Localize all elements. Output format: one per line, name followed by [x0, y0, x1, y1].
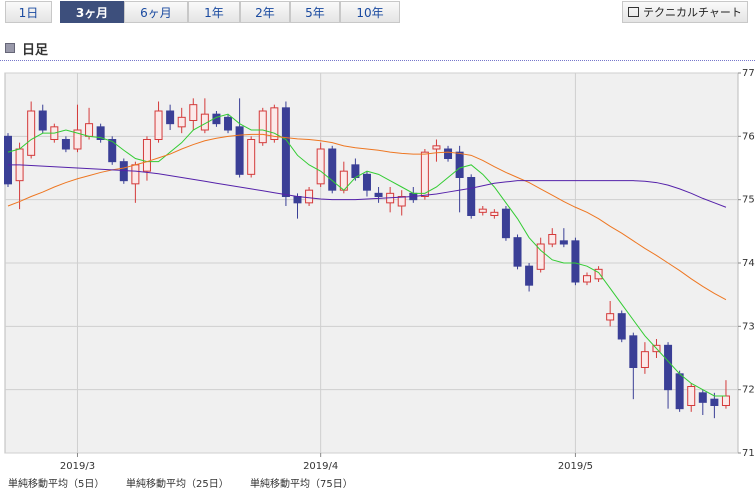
y-tick-label: 77 [742, 68, 755, 79]
candle-body [571, 240, 580, 283]
candle-body [664, 344, 673, 391]
candle-body [687, 386, 696, 406]
candle-body [96, 126, 105, 141]
candle-body [61, 139, 70, 150]
y-tick-label: 73 [742, 321, 755, 332]
candle-body [536, 243, 545, 270]
candle-body [478, 208, 487, 213]
candle-body [281, 107, 290, 197]
moving-average-line [8, 164, 727, 208]
candle-body [606, 313, 615, 321]
range-tab[interactable]: 10年 [340, 1, 400, 23]
button-label: テクニカルチャート [643, 6, 742, 19]
candle-body [675, 373, 684, 410]
candle-body [177, 116, 186, 128]
candle-body [444, 148, 453, 159]
candle-body [548, 234, 557, 245]
candle-body [247, 139, 256, 175]
range-tab[interactable]: 1日 [5, 1, 52, 23]
candle-body [559, 240, 568, 245]
candle-body [397, 196, 406, 207]
candle-body [420, 151, 429, 198]
candle-body [131, 164, 140, 185]
divider [0, 60, 755, 61]
range-tab[interactable]: 5年 [290, 1, 340, 23]
candle-body [710, 398, 719, 406]
legend-entry: 単純移動平均（25日） [126, 477, 229, 490]
section-title: 日足 [22, 43, 49, 58]
candle-body [640, 351, 649, 368]
candle-body [27, 110, 36, 156]
y-tick-label: 71 [742, 448, 755, 459]
candle-body [432, 145, 441, 150]
candle-body [467, 177, 476, 216]
candle-body [305, 189, 314, 204]
candle-body [583, 275, 591, 283]
range-tab[interactable]: 2年 [240, 1, 290, 23]
range-tab[interactable]: 3ヶ月 [60, 1, 124, 23]
candle-body [270, 107, 279, 141]
y-tick-label: 72 [742, 385, 755, 396]
candle-body [224, 116, 233, 131]
moving-average-line [7, 133, 727, 301]
range-tab[interactable]: 1年 [188, 1, 240, 23]
candle-body [85, 123, 94, 137]
candle-body [721, 395, 730, 406]
x-tick-label: 2019/3 [60, 461, 95, 472]
candle-body [594, 268, 603, 280]
technical-chart-button[interactable]: テクニカルチャート [622, 1, 748, 23]
moving-average-line [7, 113, 726, 397]
y-tick-label: 75 [742, 195, 755, 206]
candle-body [235, 126, 244, 175]
candle-body [490, 211, 499, 216]
section-icon [5, 43, 15, 53]
candle-body [629, 335, 638, 369]
x-tick-label: 2019/5 [558, 461, 593, 472]
legend-entry: 単純移動平均（5日） [8, 477, 104, 490]
candle-body [374, 192, 383, 197]
candle-body [154, 110, 163, 140]
candle-body [73, 129, 82, 150]
range-tab[interactable]: 6ヶ月 [124, 1, 188, 23]
legend-entry: 単純移動平均（75日） [250, 477, 353, 490]
candle-body [258, 110, 267, 144]
y-tick-label: 76 [742, 131, 755, 142]
candle-body [617, 313, 626, 340]
candle-body [362, 173, 371, 191]
candle-body [513, 237, 522, 267]
candle-body [698, 392, 707, 403]
candle-body [189, 104, 198, 121]
y-tick-label: 74 [742, 258, 755, 269]
candle-body [4, 135, 12, 185]
candle-body [501, 208, 510, 239]
candle-body [38, 110, 47, 131]
candle-body [525, 265, 534, 286]
candle-body [328, 148, 337, 191]
candle-body [108, 139, 117, 163]
candle-body [142, 139, 151, 172]
candle-body [293, 196, 302, 204]
button-icon [628, 7, 640, 17]
candle-body [166, 110, 175, 125]
x-tick-label: 2019/4 [303, 461, 338, 472]
candle-body [316, 148, 325, 185]
candle-body [455, 151, 464, 179]
